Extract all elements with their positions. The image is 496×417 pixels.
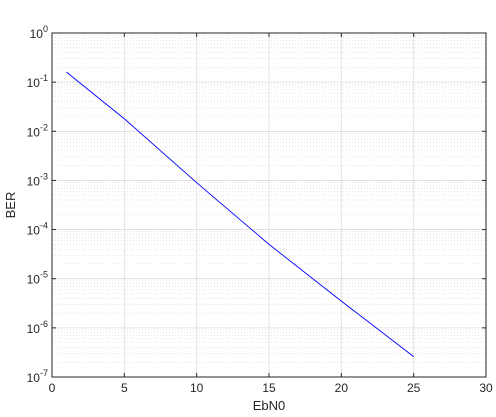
y-axis-title: BER [3,192,18,219]
y-tick-label: 10-4 [27,221,48,238]
tick-layer: 0 5 10 15 20 25 30 100 10-1 10-2 10-3 10-4 10-5 10-6 1… [27,24,493,395]
y-tick-label: 10-3 [27,171,48,188]
y-tick-label: 10-7 [27,368,48,385]
x-tick-label: 25 [407,381,421,395]
y-tick-label: 100 [30,24,48,41]
x-tick-label: 20 [335,381,349,395]
x-tick-label: 5 [121,381,128,395]
series-line-1 [66,71,414,357]
y-tick-label: 10-5 [27,270,48,287]
x-tick-label: 30 [479,381,493,395]
series-layer [66,71,414,357]
x-axis-title: EbN0 [253,398,286,413]
x-tick-label: 0 [49,381,56,395]
x-tick-label: 15 [262,381,276,395]
y-tick-label: 10-1 [27,73,48,90]
y-tick-label: 10-2 [27,122,48,139]
grid-layer [51,32,487,378]
x-tick-label: 10 [190,381,204,395]
y-tick-label: 10-6 [27,319,48,336]
